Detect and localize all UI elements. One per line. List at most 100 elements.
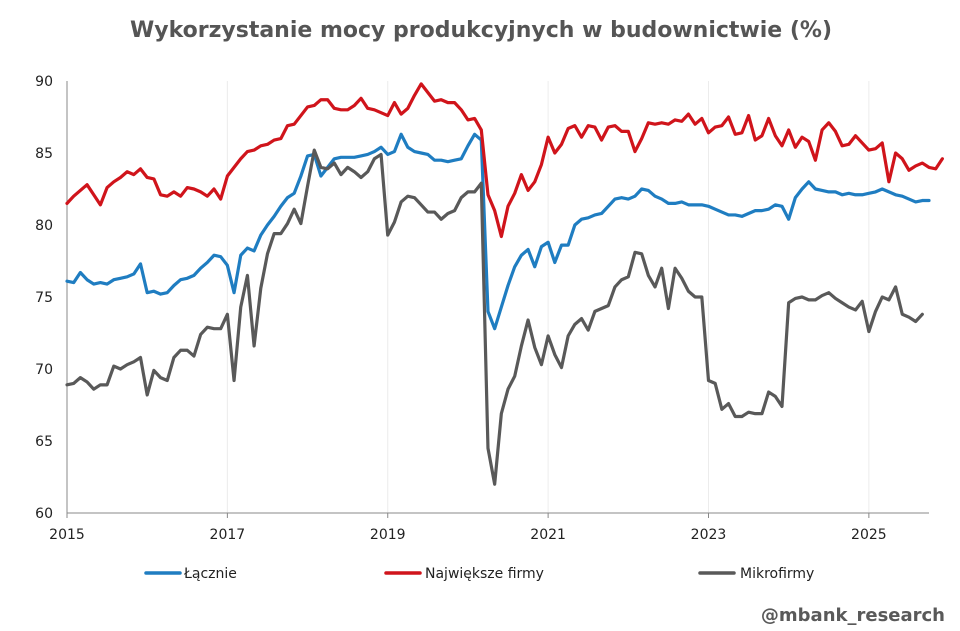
- data-point: [914, 165, 916, 167]
- data-point: [260, 234, 262, 236]
- data-point: [387, 153, 389, 155]
- data-point: [186, 186, 188, 188]
- data-point: [667, 202, 669, 204]
- data-point: [560, 244, 562, 246]
- data-point: [313, 149, 315, 151]
- data-point: [353, 104, 355, 106]
- series-line-2: [65, 148, 924, 486]
- data-point: [547, 136, 549, 138]
- data-point: [460, 196, 462, 198]
- data-point: [380, 146, 382, 148]
- data-point: [507, 284, 509, 286]
- data-point: [694, 296, 696, 298]
- data-point: [133, 173, 135, 175]
- data-point: [166, 195, 168, 197]
- data-point: [173, 191, 175, 193]
- y-tick-label: 65: [35, 434, 53, 450]
- data-point: [714, 126, 716, 128]
- y-tick-label: 70: [35, 362, 53, 378]
- data-point: [894, 194, 896, 196]
- data-point: [714, 208, 716, 210]
- data-point: [387, 114, 389, 116]
- data-point: [240, 306, 242, 308]
- data-point: [420, 204, 422, 206]
- data-point: [894, 286, 896, 288]
- data-point: [661, 198, 663, 200]
- data-point: [828, 191, 830, 193]
- data-point: [113, 365, 115, 367]
- data-point: [640, 188, 642, 190]
- data-point: [493, 209, 495, 211]
- data-point: [620, 279, 622, 281]
- data-point: [540, 363, 542, 365]
- data-point: [607, 205, 609, 207]
- data-point: [447, 101, 449, 103]
- x-tick-label: 2017: [210, 527, 246, 543]
- data-point: [153, 369, 155, 371]
- data-point: [260, 145, 262, 147]
- data-point: [206, 261, 208, 263]
- data-point: [701, 296, 703, 298]
- data-point: [460, 158, 462, 160]
- data-point: [206, 326, 208, 328]
- data-point: [280, 232, 282, 234]
- data-point: [146, 291, 148, 293]
- data-point: [119, 176, 121, 178]
- data-point: [681, 120, 683, 122]
- data-point: [286, 124, 288, 126]
- data-point: [159, 194, 161, 196]
- data-point: [126, 171, 128, 173]
- data-point: [79, 376, 81, 378]
- data-point: [534, 181, 536, 183]
- data-point: [139, 356, 141, 358]
- data-point: [193, 274, 195, 276]
- data-point: [928, 166, 930, 168]
- data-point: [93, 194, 95, 196]
- data-point: [400, 113, 402, 115]
- data-point: [828, 291, 830, 293]
- data-point: [834, 297, 836, 299]
- series-1: [65, 82, 944, 239]
- data-point: [360, 155, 362, 157]
- data-point: [199, 191, 201, 193]
- data-point: [106, 283, 108, 285]
- data-point: [560, 143, 562, 145]
- data-point: [821, 189, 823, 191]
- data-point: [86, 183, 88, 185]
- data-point: [620, 196, 622, 198]
- data-point: [133, 361, 135, 363]
- y-tick-label: 85: [35, 146, 53, 162]
- data-point: [908, 316, 910, 318]
- data-point: [413, 196, 415, 198]
- data-point: [828, 122, 830, 124]
- data-point: [874, 147, 876, 149]
- data-point: [834, 191, 836, 193]
- data-point: [440, 99, 442, 101]
- data-point: [487, 194, 489, 196]
- data-point: [159, 376, 161, 378]
- data-point: [367, 107, 369, 109]
- data-point: [119, 277, 121, 279]
- data-point: [787, 129, 789, 131]
- data-point: [808, 181, 810, 183]
- data-point: [346, 166, 348, 168]
- data-point: [761, 412, 763, 414]
- data-point: [794, 297, 796, 299]
- series-2: [65, 148, 924, 486]
- data-point: [587, 124, 589, 126]
- data-point: [233, 291, 235, 293]
- data-point: [173, 356, 175, 358]
- data-point: [79, 271, 81, 273]
- data-point: [534, 266, 536, 268]
- data-point: [694, 204, 696, 206]
- data-point: [420, 83, 422, 85]
- data-point: [326, 99, 328, 101]
- y-tick-label: 60: [35, 506, 53, 522]
- data-point: [106, 186, 108, 188]
- data-point: [433, 159, 435, 161]
- data-point: [587, 329, 589, 331]
- data-point: [367, 171, 369, 173]
- data-point: [527, 189, 529, 191]
- data-point: [600, 139, 602, 141]
- data-point: [326, 168, 328, 170]
